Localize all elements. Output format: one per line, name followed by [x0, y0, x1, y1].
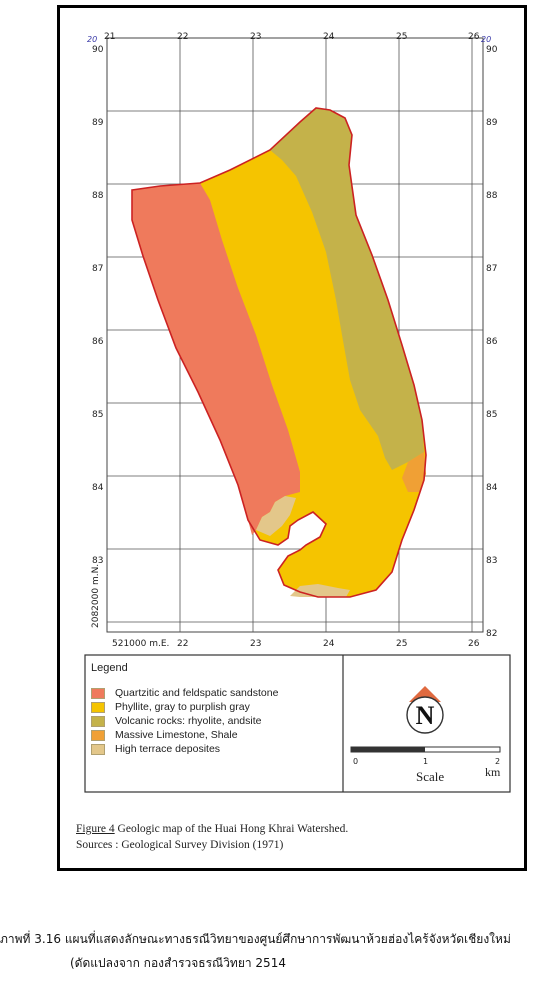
thai-caption: ภาพที่ 3.16 แผนที่แสดงลักษณะทางธรณีวิทยา…: [0, 927, 550, 975]
y-label-right: 83: [486, 556, 497, 566]
legend-item: Quartzitic and feldspatic sandstone: [91, 687, 278, 699]
legend-label: Massive Limestone, Shale: [115, 729, 238, 741]
y-label-right: 82: [486, 629, 497, 639]
x-label-top: 21: [104, 32, 115, 42]
limestone-unit: [402, 452, 426, 492]
scale-tick-0: 0: [353, 757, 358, 766]
axis-labels: 20 20 21 22 23 24 25 26 90 89 88 87 86 8…: [87, 32, 498, 649]
figure-sources: Sources : Geological Survey Division (19…: [76, 839, 284, 851]
legend-item: Phyllite, gray to purplish gray: [91, 701, 250, 713]
legend-panel-border: [84, 654, 511, 793]
y-label-right: 84: [486, 483, 498, 493]
y-label-left: 87: [92, 264, 103, 274]
x-label-top: 22: [177, 32, 188, 42]
legend: Legend Quartzitic and feldspatic sandsto…: [87, 655, 343, 790]
legend-label: High terrace deposites: [115, 743, 221, 755]
corner-label-top-left: 20: [87, 35, 97, 44]
figure-caption: Figure 4 Geologic map of the Huai Hong K…: [76, 821, 348, 853]
legend-swatch: [91, 687, 105, 699]
y-label-right: 85: [486, 410, 497, 420]
northing-label: 2082000 m.N.: [91, 564, 101, 628]
legend-swatch: [91, 729, 105, 741]
x-label-top: 25: [396, 32, 407, 42]
x-label-bottom: 22: [177, 639, 188, 649]
north-letter: N: [416, 701, 435, 730]
volcanic-unit: [270, 108, 424, 470]
x-label-bottom: 23: [250, 639, 261, 649]
figure-title: Geologic map of the Huai Hong Khrai Wate…: [117, 823, 349, 835]
scale-tick-1: 1: [423, 757, 428, 766]
thai-caption-line-1: ภาพที่ 3.16 แผนที่แสดงลักษณะทางธรณีวิทยา…: [0, 932, 511, 946]
y-label-right: 88: [486, 191, 498, 201]
y-label-right: 89: [486, 118, 498, 128]
y-label-right: 90: [486, 45, 498, 55]
legend-item: Volcanic rocks: rhyolite, andsite: [91, 715, 262, 727]
y-label-left: 90: [92, 45, 104, 55]
geologic-units: [131, 107, 427, 598]
y-label-left: 84: [92, 483, 104, 493]
corner-label-top-right: 20: [481, 35, 491, 44]
legend-label: Quartzitic and feldspatic sandstone: [115, 687, 279, 699]
legend-label: Volcanic rocks: rhyolite, andsite: [115, 715, 262, 727]
legend-swatch: [91, 743, 105, 755]
x-label-top: 23: [250, 32, 261, 42]
easting-label: 521000 m.E.: [112, 639, 169, 649]
y-label-left: 83: [92, 556, 103, 566]
north-arrow-icon: N: [406, 686, 444, 734]
x-label-bottom: 24: [323, 639, 335, 649]
legend-label: Phyllite, gray to purplish gray: [115, 701, 250, 713]
y-label-left: 88: [92, 191, 104, 201]
terrace-unit: [256, 496, 296, 536]
y-label-left: 86: [92, 337, 104, 347]
figure-label: Figure 4: [76, 823, 115, 835]
x-label-top: 26: [468, 32, 480, 42]
y-label-left: 85: [92, 410, 103, 420]
legend-title: Legend: [91, 662, 128, 674]
legend-item: High terrace deposites: [91, 743, 220, 755]
scale-title: Scale: [416, 769, 444, 784]
y-label-left: 89: [92, 118, 104, 128]
watershed-boundary: [131, 107, 427, 598]
x-label-bottom: 25: [396, 639, 407, 649]
y-label-right: 87: [486, 264, 497, 274]
legend-swatch: [91, 701, 105, 713]
scale-tick-2: 2: [495, 757, 500, 766]
legend-swatch: [91, 715, 105, 727]
thai-caption-line-2: (ดัดแปลงจาก กองสำรวจธรณีวิทยา 2514: [70, 956, 286, 970]
sandstone-unit: [132, 183, 300, 535]
y-label-right: 86: [486, 337, 498, 347]
legend-item: Massive Limestone, Shale: [91, 729, 238, 741]
scale-unit: km: [485, 765, 501, 779]
x-label-bottom: 26: [468, 639, 480, 649]
figure-title-line: Figure 4 Geologic map of the Huai Hong K…: [76, 821, 348, 837]
scale-bar: 0 1 2 km Scale: [350, 746, 501, 784]
x-label-top: 24: [323, 32, 335, 42]
